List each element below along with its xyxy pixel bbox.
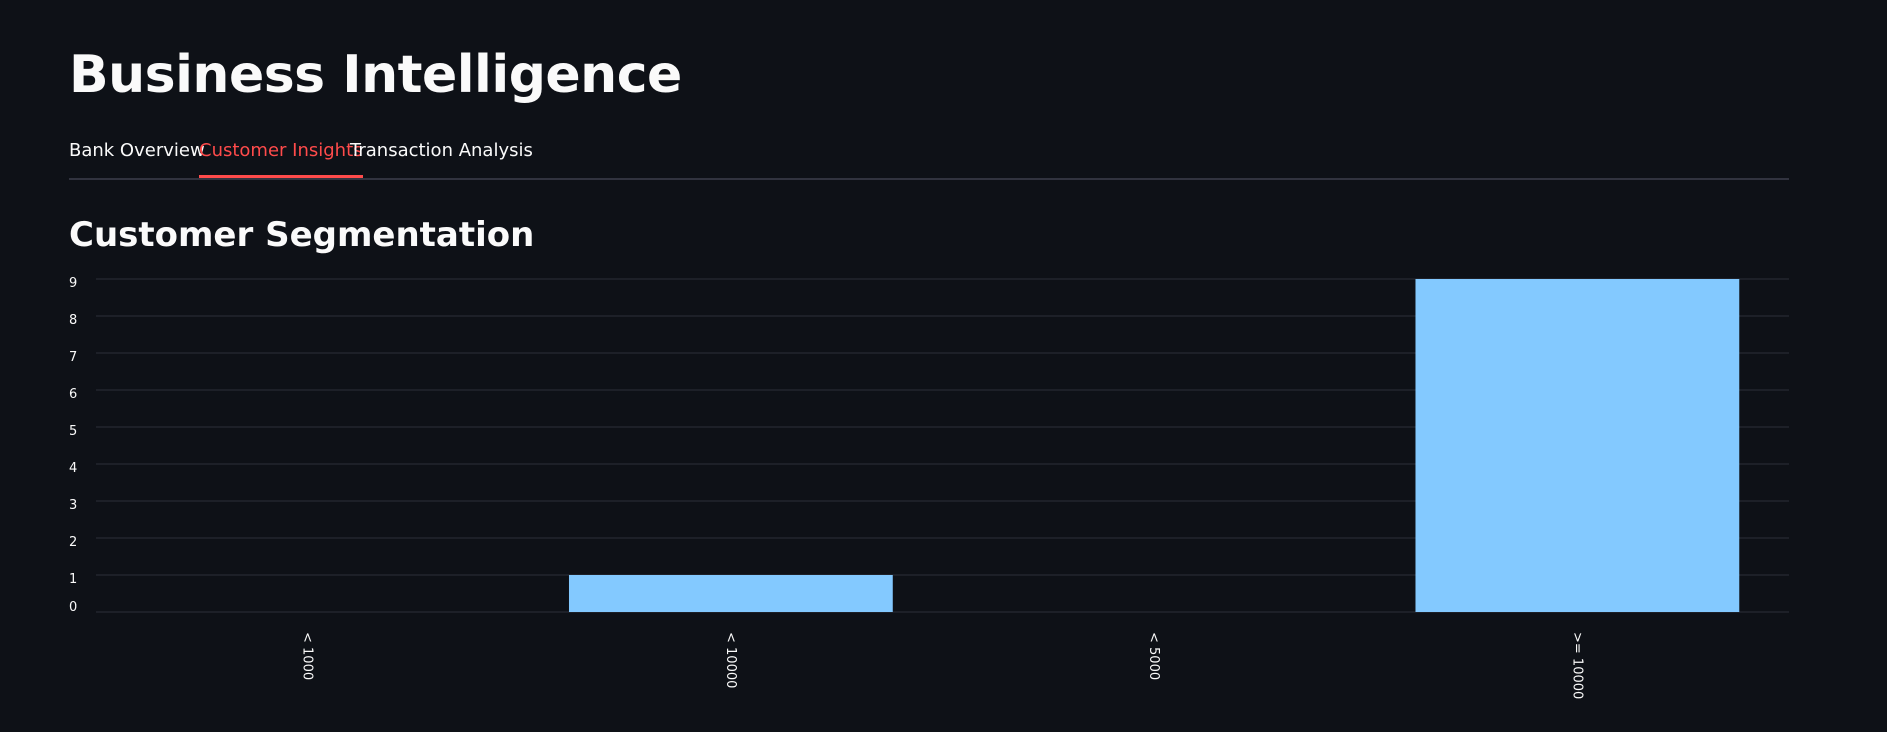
x-tick-label: >= 10000	[1569, 632, 1584, 699]
bar	[568, 575, 893, 612]
x-tick-label: < 10000	[723, 632, 738, 688]
x-tick-label: < 5000	[1146, 632, 1161, 680]
bar	[1415, 279, 1740, 612]
y-tick-label: 2	[69, 535, 77, 550]
y-tick-label: 3	[69, 498, 77, 513]
y-tick-label: 5	[69, 424, 77, 439]
tab-transaction-analysis[interactable]: Transaction Analysis	[350, 140, 533, 161]
tab-customer-insights[interactable]: Customer Insights	[199, 140, 363, 178]
page-title: Business Intelligence	[69, 45, 682, 105]
y-tick-label: 1	[69, 572, 77, 587]
y-tick-label: 9	[69, 276, 77, 291]
y-tick-label: 7	[69, 350, 77, 365]
y-tick-label: 8	[69, 313, 77, 328]
y-tick-label: 6	[69, 387, 77, 402]
x-tick-label: < 1000	[300, 632, 315, 680]
y-tick-label: 0	[69, 600, 77, 615]
tab-bank-overview[interactable]: Bank Overview	[69, 140, 205, 161]
y-tick-label: 4	[69, 461, 77, 476]
tab-bar: Bank Overview Customer Insights Transact…	[69, 134, 1789, 180]
section-title: Customer Segmentation	[69, 215, 535, 255]
